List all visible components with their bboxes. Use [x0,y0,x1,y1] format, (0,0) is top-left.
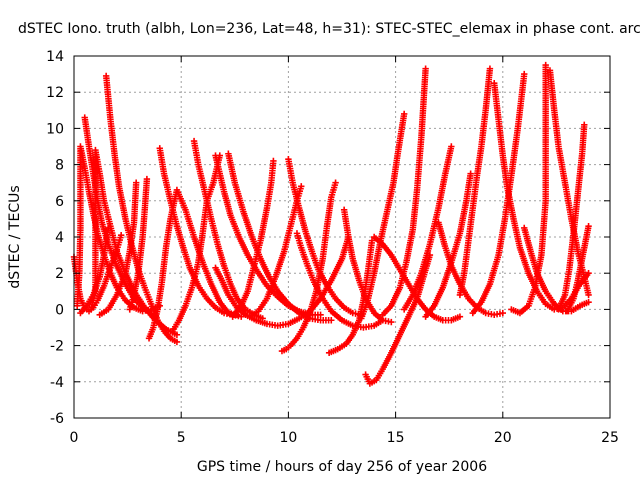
data-arc [229,157,277,320]
data-point [585,270,592,277]
y-tick-label: 10 [46,121,64,137]
y-tick-label: -4 [50,375,64,391]
data-point [117,231,125,239]
y-tick-label: -6 [50,411,64,427]
data-point [368,237,376,244]
data-point [521,70,528,78]
x-tick-label: 20 [494,430,512,446]
data-point [173,338,181,346]
data-arc [285,155,365,319]
data-arc [358,110,408,322]
axis-ticks: 0 5 10 15 20 25 -6 -4 -2 0 2 4 6 8 10 12 14 [46,49,619,446]
data-arc [102,72,181,346]
x-tick-label: 0 [70,430,79,446]
data-arc [293,230,386,331]
data-arc [508,61,549,317]
data-arc [563,222,592,315]
data-point [332,179,339,186]
data-point [581,121,588,128]
data-arc [422,170,474,320]
data-point [456,313,464,320]
data-point [400,110,408,118]
data-arc [74,143,163,315]
x-tick-label: 25 [601,430,619,446]
x-tick-label: 5 [177,430,186,446]
data-point [585,298,592,306]
data-point [585,222,592,230]
y-tick-label: 4 [55,230,64,246]
data-point [388,318,395,326]
data-point [422,65,429,72]
data-arc [555,121,588,313]
y-tick-label: 0 [55,302,64,318]
data-point [467,170,474,177]
y-tick-label: 6 [55,194,64,210]
data-point [317,311,324,319]
y-tick-label: 12 [46,85,64,101]
x-axis-title: GPS time / hours of day 256 of year 2006 [197,459,487,475]
data-point [448,143,455,150]
data-point [238,313,245,320]
chart-title: dSTEC Iono. truth (albh, Lon=236, Lat=48… [18,21,640,37]
data-arc [126,175,151,313]
data-point [328,317,335,324]
data-point [298,183,305,190]
data-arc [379,65,429,319]
data-point [132,179,140,186]
data-arc [77,224,112,317]
data-point [542,61,549,69]
data-arc [400,143,455,313]
y-tick-label: -2 [50,339,64,355]
data-point [486,65,494,72]
data-arc [96,179,140,319]
data-point [499,309,506,317]
data-points [70,61,592,387]
data-arc [456,65,494,299]
data-arc [469,70,528,317]
data-point [143,175,151,183]
data-point [585,291,592,299]
y-tick-label: 14 [46,49,64,65]
y-axis-title: dSTEC / TECUs [7,185,23,288]
data-arc [278,179,339,355]
x-tick-label: 10 [279,430,297,446]
y-tick-label: 8 [55,158,64,174]
data-point [270,157,277,165]
x-tick-label: 15 [387,430,405,446]
data-arc [340,206,395,326]
data-point [105,224,112,232]
y-tick-label: 2 [55,266,64,282]
data-point [173,331,181,338]
